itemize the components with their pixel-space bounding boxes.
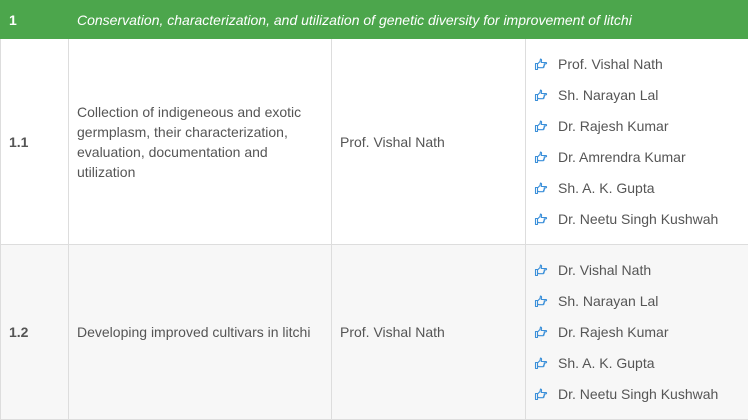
team-member-name: Dr. Amrendra Kumar [558, 149, 686, 165]
team-member: Dr. Neetu Singh Kushwah [534, 204, 740, 235]
team-member-name: Prof. Vishal Nath [558, 56, 663, 72]
subproject-number: 1.2 [1, 245, 69, 420]
hand-point-right-icon [534, 387, 548, 401]
team-member: Sh. A. K. Gupta [534, 173, 740, 204]
team-members-cell: Prof. Vishal Nath Sh. Narayan Lal Dr. Raje… [526, 39, 748, 245]
hand-point-right-icon [534, 325, 548, 339]
team-member-name: Sh. Narayan Lal [558, 293, 658, 309]
team-member-name: Sh. Narayan Lal [558, 87, 658, 103]
team-member: Dr. Vishal Nath [534, 255, 740, 286]
table-row: 1.2 Developing improved cultivars in lit… [1, 245, 748, 420]
principal-investigator: Prof. Vishal Nath [332, 39, 526, 245]
team-member: Dr. Rajesh Kumar [534, 317, 740, 348]
team-member-name: Dr. Vishal Nath [558, 262, 651, 278]
hand-point-right-icon [534, 263, 548, 277]
principal-investigator: Prof. Vishal Nath [332, 245, 526, 420]
subproject-number: 1.1 [1, 39, 69, 245]
team-member: Sh. Narayan Lal [534, 286, 740, 317]
hand-point-right-icon [534, 212, 548, 226]
team-member: Dr. Amrendra Kumar [534, 142, 740, 173]
team-members-cell: Dr. Vishal Nath Sh. Narayan Lal Dr. Rajesh… [526, 245, 748, 420]
project-number: 1 [1, 1, 69, 39]
team-member-name: Dr. Rajesh Kumar [558, 118, 668, 134]
team-member-name: Dr. Neetu Singh Kushwah [558, 211, 718, 227]
team-member: Prof. Vishal Nath [534, 49, 740, 80]
hand-point-right-icon [534, 150, 548, 164]
team-members-list: Prof. Vishal Nath Sh. Narayan Lal Dr. Raje… [534, 49, 740, 235]
project-header-row: 1 Conservation, characterization, and ut… [1, 1, 748, 39]
team-member-name: Sh. A. K. Gupta [558, 180, 655, 196]
subproject-description: Developing improved cultivars in litchi [69, 245, 332, 420]
team-member-name: Sh. A. K. Gupta [558, 355, 655, 371]
team-member: Sh. A. K. Gupta [534, 348, 740, 379]
hand-point-right-icon [534, 119, 548, 133]
team-member-name: Dr. Rajesh Kumar [558, 324, 668, 340]
team-members-list: Dr. Vishal Nath Sh. Narayan Lal Dr. Rajesh… [534, 255, 740, 410]
hand-point-right-icon [534, 181, 548, 195]
project-title: Conservation, characterization, and util… [69, 1, 748, 39]
hand-point-right-icon [534, 88, 548, 102]
hand-point-right-icon [534, 356, 548, 370]
team-member-name: Dr. Neetu Singh Kushwah [558, 386, 718, 402]
team-member: Sh. Narayan Lal [534, 80, 740, 111]
team-member: Dr. Rajesh Kumar [534, 111, 740, 142]
team-member: Dr. Neetu Singh Kushwah [534, 379, 740, 410]
table-row: 1.1 Collection of indigeneous and exotic… [1, 39, 748, 245]
subproject-description: Collection of indigeneous and exotic ger… [69, 39, 332, 245]
hand-point-right-icon [534, 294, 548, 308]
hand-point-right-icon [534, 57, 548, 71]
